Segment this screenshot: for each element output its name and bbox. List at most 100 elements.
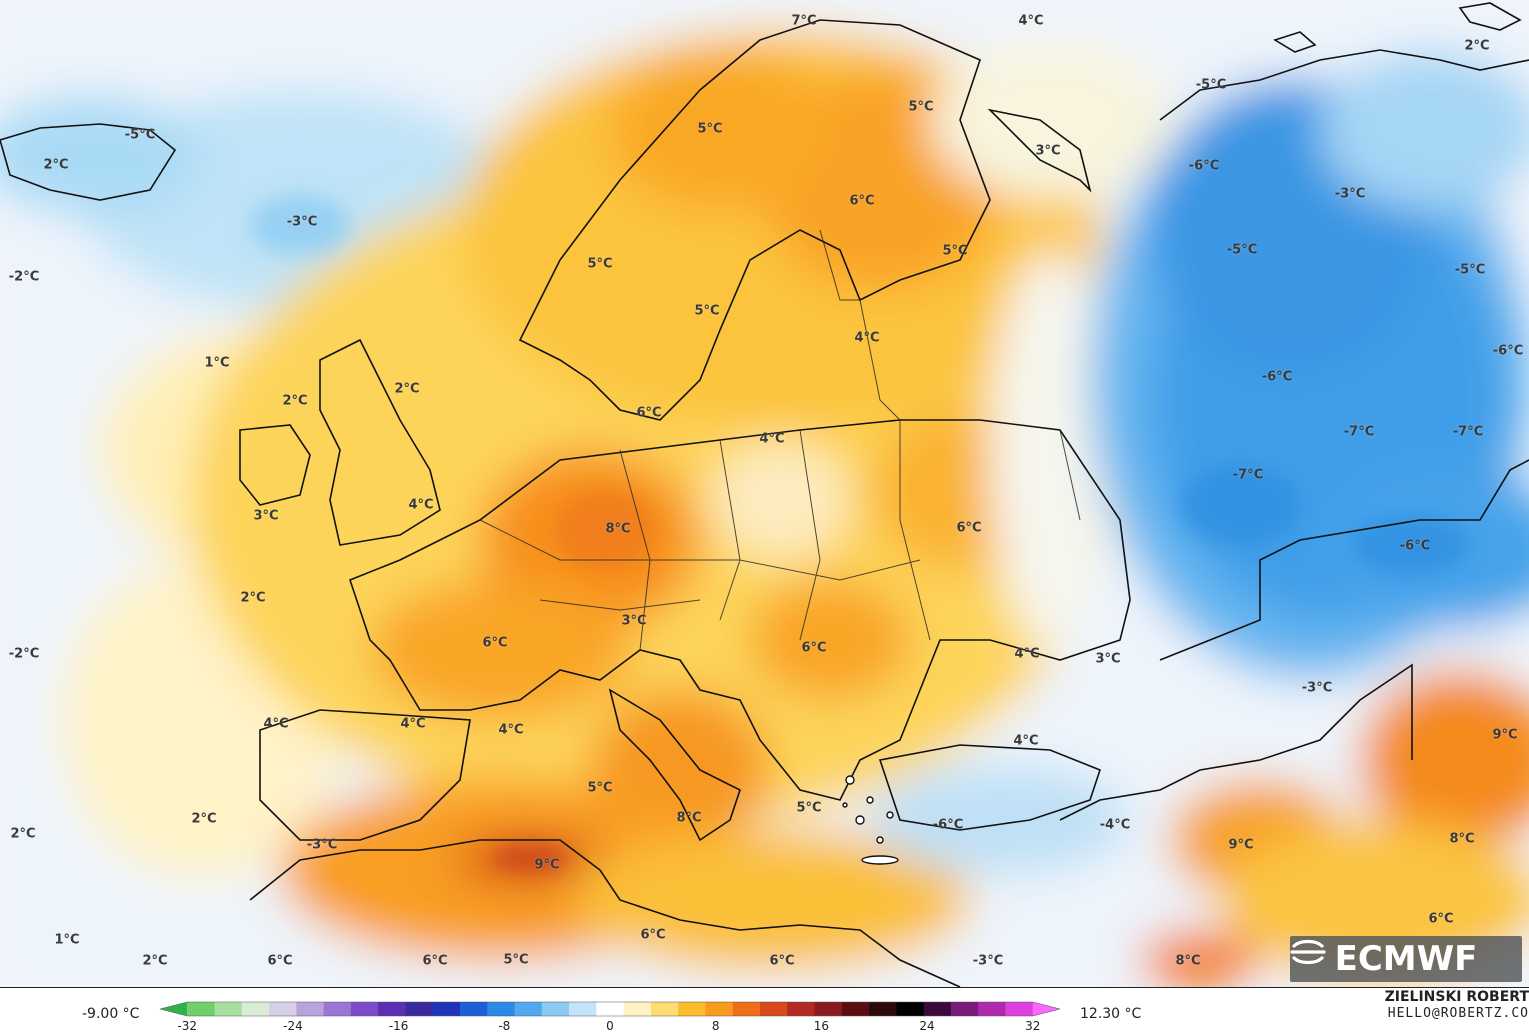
- colorbar-segment: [405, 1002, 434, 1016]
- colorbar-segment: [187, 1002, 216, 1016]
- temp-label: -3°C: [286, 214, 318, 230]
- colorbar-outline: [159, 1001, 1061, 1017]
- colorbar-segment: [323, 1002, 352, 1016]
- colorbar-segment: [978, 1002, 1006, 1016]
- temp-label: 6°C: [267, 953, 293, 969]
- temp-label: 6°C: [849, 193, 875, 209]
- colorbar-segment: [432, 1002, 461, 1016]
- temp-label: -7°C: [1232, 467, 1264, 483]
- colorbar-tick-label: -16: [388, 1019, 409, 1033]
- temp-label: 5°C: [942, 243, 968, 259]
- temp-label: 2°C: [43, 157, 69, 173]
- colorbar-segment: [269, 1002, 297, 1016]
- temp-label: 4°C: [1014, 646, 1040, 662]
- temp-label: 4°C: [400, 716, 426, 732]
- colorbar-segment: [1005, 1002, 1034, 1016]
- colorbar-segment: [705, 1002, 734, 1016]
- temp-label: 9°C: [1492, 727, 1518, 743]
- temp-label: 3°C: [621, 613, 647, 629]
- temp-label: -5°C: [124, 127, 156, 143]
- colorbar-segment: [732, 1002, 761, 1016]
- colorbar-segment: [678, 1002, 706, 1016]
- borders: [479, 229, 1081, 651]
- map-canvas: [0, 0, 1529, 987]
- colorbar-tick-label: 32: [1025, 1019, 1041, 1033]
- temp-label: 5°C: [503, 952, 529, 968]
- temp-label: 6°C: [1428, 911, 1454, 927]
- colorbar-segment: [1032, 1002, 1060, 1016]
- temp-label: 6°C: [956, 520, 982, 536]
- temp-label: -7°C: [1343, 424, 1375, 440]
- colorbar-segment: [950, 1002, 979, 1016]
- temp-label: -4°C: [1099, 817, 1131, 833]
- temp-label: -6°C: [1399, 538, 1431, 554]
- colorbar-tick-label: 16: [813, 1019, 829, 1033]
- colorbar-segment: [650, 1002, 679, 1016]
- colorbar: [159, 1001, 1061, 1017]
- temp-label: 2°C: [1464, 38, 1490, 54]
- temp-label: 8°C: [676, 810, 702, 826]
- temp-label: 6°C: [640, 927, 666, 943]
- colorbar-tick-label: -24: [283, 1019, 303, 1033]
- temp-label: -6°C: [1261, 369, 1293, 385]
- coastlines: [0, 2, 1529, 987]
- temp-label: 4°C: [408, 497, 434, 513]
- colorbar-segment: [241, 1002, 270, 1016]
- colorbar-tick-label: 8: [711, 1019, 720, 1033]
- colorbar-segment: [378, 1002, 406, 1016]
- temp-label: 8°C: [1175, 953, 1201, 969]
- author-credit: ZIELINSKI ROBERT: [1384, 989, 1529, 1005]
- colorbar-segment: [514, 1002, 543, 1016]
- greek-islands: [842, 775, 899, 865]
- temp-label: -7°C: [1452, 424, 1484, 440]
- colorbar-segment: [460, 1002, 488, 1016]
- temp-label: -6°C: [1492, 343, 1524, 359]
- temp-label: -5°C: [1454, 262, 1486, 278]
- colorbar-segment: [160, 1002, 188, 1016]
- temp-label: -3°C: [306, 837, 338, 853]
- colorbar-segment: [787, 1002, 816, 1016]
- temperature-anomaly-map: -5°C 2°C -3°C -2°C 1°C 2°C 2°C 3°C 4°C 2…: [0, 0, 1529, 988]
- temp-label: -6°C: [932, 817, 964, 833]
- colorbar-min-label: -9.00 °C: [82, 1006, 140, 1022]
- colorbar-segment: [841, 1002, 870, 1016]
- temp-label: 3°C: [253, 508, 279, 524]
- colorbar-segment: [814, 1002, 843, 1016]
- temp-label: 8°C: [605, 521, 631, 537]
- anomaly-field: [0, 0, 1529, 987]
- temp-label: -5°C: [1226, 242, 1258, 258]
- anomaly-detail: [250, 195, 1470, 872]
- temp-label: 2°C: [394, 381, 420, 397]
- colorbar-tick-label: 24: [919, 1019, 935, 1033]
- temp-label: 5°C: [587, 256, 613, 272]
- temp-label: 4°C: [498, 722, 524, 738]
- colorbar-tick-label: -8: [498, 1019, 511, 1033]
- temp-label: 5°C: [796, 800, 822, 816]
- temp-label: 4°C: [1018, 13, 1044, 29]
- temp-label: 4°C: [263, 716, 289, 732]
- temp-label: 9°C: [534, 857, 560, 873]
- temp-label: 8°C: [1449, 831, 1475, 847]
- temp-label: 6°C: [636, 405, 662, 421]
- temp-label: 2°C: [191, 811, 217, 827]
- colorbar-segment: [296, 1002, 325, 1016]
- temp-label: -2°C: [8, 269, 40, 285]
- colorbar-tick-label: 0: [606, 1019, 614, 1033]
- temp-label: 9°C: [1228, 837, 1254, 853]
- colorbar-segment: [596, 1002, 625, 1016]
- temp-label: 6°C: [482, 635, 508, 651]
- temp-label: 5°C: [694, 303, 720, 319]
- temp-label: 5°C: [587, 780, 613, 796]
- colorbar-segment: [623, 1002, 652, 1016]
- colorbar-segment: [760, 1002, 788, 1016]
- colorbar-segment: [487, 1002, 516, 1016]
- temp-label: -5°C: [1195, 77, 1227, 93]
- temp-label: 5°C: [697, 121, 723, 137]
- temp-label: -3°C: [972, 953, 1004, 969]
- temp-label: 2°C: [10, 826, 36, 842]
- temp-label: 5°C: [908, 99, 934, 115]
- temp-label: -3°C: [1334, 186, 1366, 202]
- temp-label: 6°C: [769, 953, 795, 969]
- colorbar-segment: [569, 1002, 597, 1016]
- colorbar-segment: [869, 1002, 897, 1016]
